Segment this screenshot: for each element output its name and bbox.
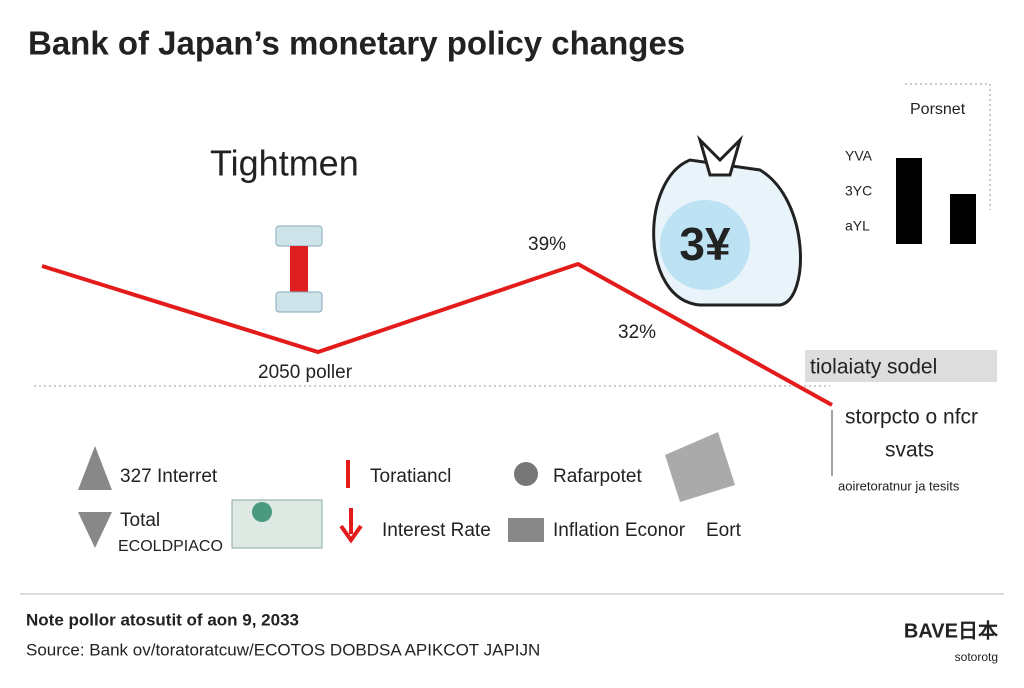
pillar-base: [275, 291, 323, 313]
legend-item: 327 Interret: [120, 466, 218, 487]
down-arrow: [78, 512, 112, 548]
inset-title: Porsnet: [910, 101, 966, 118]
footer-note: Note pollor atosutit of aon 9, 2033: [26, 610, 299, 629]
dice-icon: [665, 432, 735, 502]
side-box: [805, 350, 997, 382]
side-line: storpcto o nfcr: [845, 406, 978, 429]
legend-item: Toratiancl: [370, 466, 451, 487]
pillar: [290, 246, 308, 294]
bag-knot: [696, 134, 744, 177]
inset-label: 3YC: [845, 183, 872, 199]
side-note: aoiretoratnur ja tesits: [838, 478, 960, 493]
phase-label: Tightmen: [210, 143, 359, 184]
device-dot: [252, 502, 272, 522]
pillar-top: [275, 225, 323, 247]
inset-bar: [896, 158, 922, 244]
trend-line: [41, 261, 833, 407]
legend-item: Interest Rate: [382, 520, 491, 541]
coin-label: 3¥: [679, 218, 731, 270]
inset-label: aYL: [845, 218, 870, 234]
peak-label: 39%: [528, 234, 566, 255]
red-down-arrow: [339, 508, 363, 544]
up-arrow: [78, 446, 112, 490]
device-icon: [231, 499, 323, 549]
logo: BAVE日本: [904, 619, 998, 642]
swatch: [508, 518, 544, 542]
inset-label: YVA: [845, 148, 873, 164]
inset-bar: [950, 194, 976, 244]
logo-sub: sotorotg: [955, 650, 998, 664]
gear-icon: [514, 462, 538, 486]
side-line: svats: [885, 439, 934, 462]
legend-item: ECOLDPIACO: [118, 538, 223, 555]
footer-source: Source: Bank ov/toratoratcuw/ECOTOS DOBD…: [26, 640, 540, 659]
inset-frame: [905, 83, 991, 210]
title: Bank of Japan’s monetary policy changes: [28, 25, 685, 62]
side-box-label: tiolaiaty sodel: [810, 356, 937, 379]
legend-item: Rafarpotet: [553, 466, 642, 487]
legend-item: Inflation Econor: [553, 520, 686, 541]
legend-item: Total: [120, 510, 160, 531]
drop-label: 32%: [618, 322, 656, 343]
legend-item: Eort: [706, 520, 742, 541]
trough-label: 2050 poller: [258, 362, 353, 383]
coin: [660, 200, 750, 290]
